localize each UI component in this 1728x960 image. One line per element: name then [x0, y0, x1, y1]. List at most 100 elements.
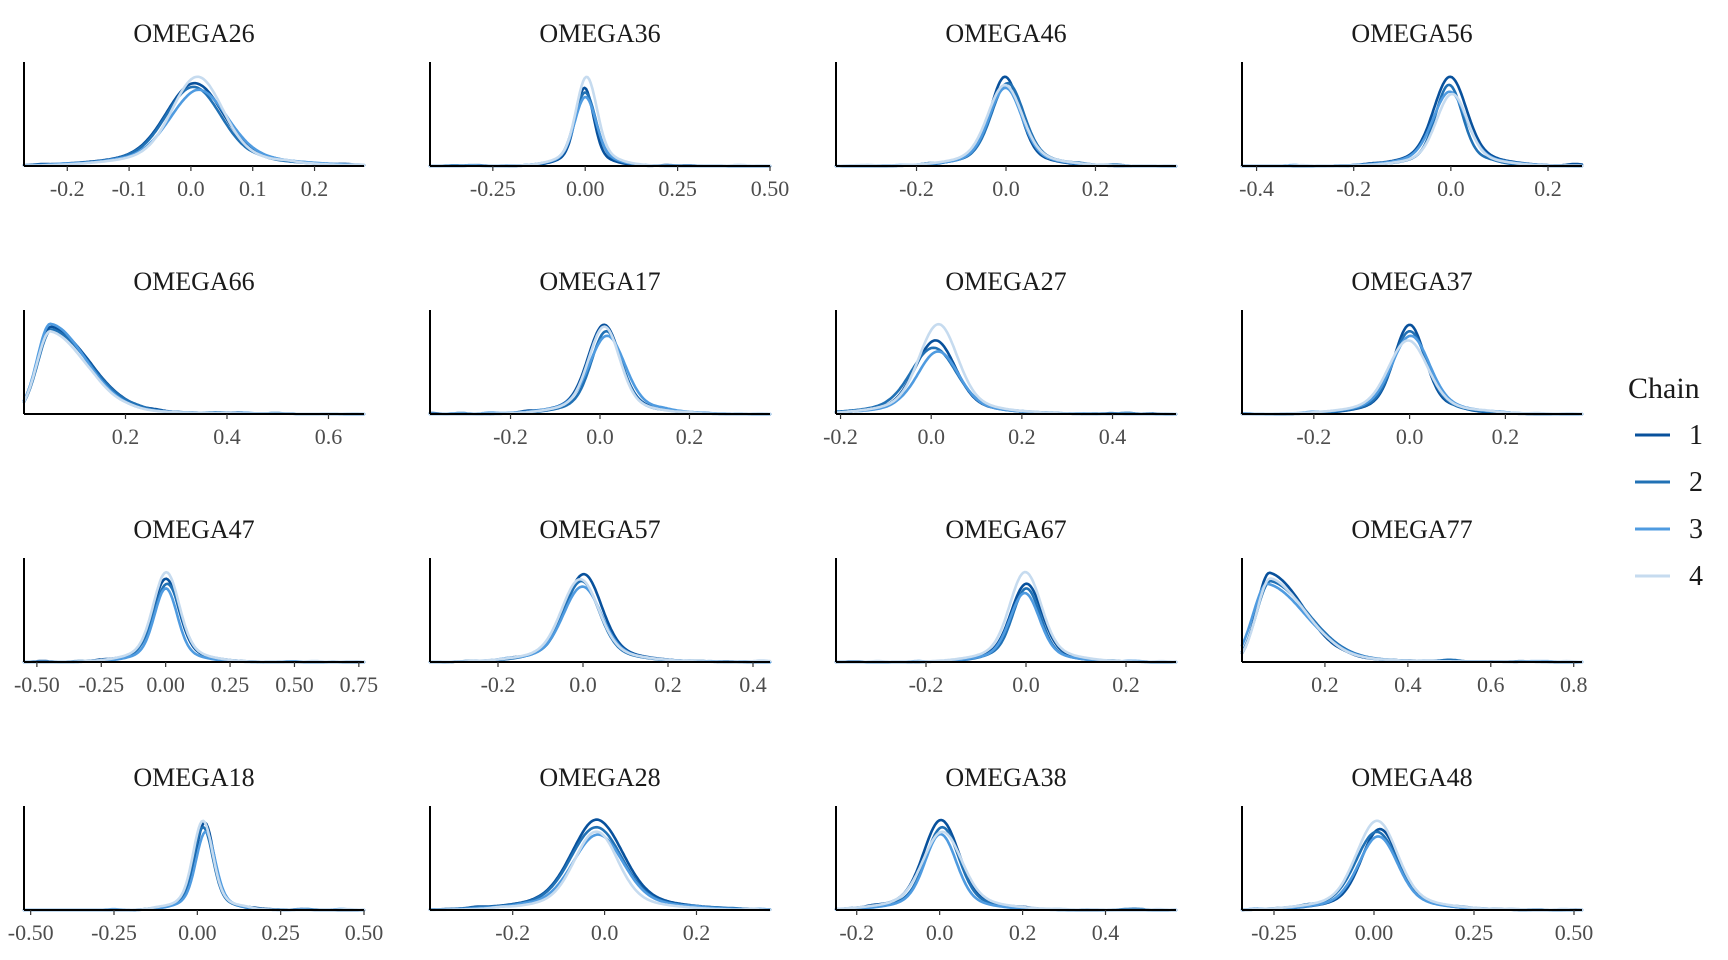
density-omega48-chain-4	[1240, 819, 1584, 912]
x-tick-label-omega67: 0.0	[1012, 672, 1040, 697]
x-tick-label-omega46: 0.2	[1082, 176, 1110, 201]
panel-omega67: OMEGA67 -0.2 0.0 0.2	[834, 515, 1178, 697]
density-omega57-chain-1	[428, 572, 772, 664]
density-omega28-chain-4	[428, 830, 772, 912]
panel-title-omega17: OMEGA17	[539, 267, 660, 296]
panel-title-omega28: OMEGA28	[539, 763, 660, 792]
density-omega38-chain-3	[834, 832, 1178, 912]
x-tick-label-omega18: -0.50	[8, 920, 54, 945]
panel-omega48: OMEGA48 -0.25 0.00 0.25 0.50	[1240, 763, 1593, 945]
legend-label-chain-3: 3	[1689, 514, 1703, 545]
density-omega28-chain-2	[428, 825, 772, 911]
x-tick-label-omega26: 0.1	[239, 176, 267, 201]
panel-title-omega37: OMEGA37	[1351, 267, 1472, 296]
x-tick-label-omega27: 0.0	[917, 424, 945, 449]
density-omega36-chain-3	[428, 95, 772, 168]
panel-omega28: OMEGA28 -0.2 0.0 0.2	[428, 763, 772, 945]
density-omega26-chain-4	[22, 75, 366, 167]
x-tick-label-omega56: 0.2	[1534, 176, 1562, 201]
density-omega17-chain-3	[428, 334, 772, 416]
x-tick-label-omega28: 0.0	[591, 920, 619, 945]
x-tick-label-omega56: -0.4	[1239, 176, 1274, 201]
density-omega27-chain-1	[834, 339, 1178, 416]
x-tick-label-omega46: -0.2	[899, 176, 934, 201]
density-omega26-chain-3	[22, 88, 366, 167]
x-tick-label-omega57: 0.2	[654, 672, 682, 697]
density-omega46-chain-3	[834, 86, 1178, 168]
x-tick-label-omega28: -0.2	[495, 920, 530, 945]
x-tick-label-omega77: 0.6	[1477, 672, 1505, 697]
density-omega57-chain-2	[428, 579, 772, 664]
density-omega36-chain-2	[428, 91, 772, 168]
x-tick-label-omega77: 0.8	[1560, 672, 1588, 697]
density-omega56-chain-1	[1240, 75, 1584, 168]
legend-label-chain-1: 1	[1689, 420, 1703, 451]
x-tick-label-omega48: 0.00	[1355, 920, 1394, 945]
chain-legend: Chain 1 2 3 4	[1628, 372, 1703, 592]
x-tick-label-omega66: 0.2	[112, 424, 140, 449]
panel-omega47: OMEGA47 -0.50 -0.25 0.00 0.25 0.50 0.75	[14, 515, 378, 697]
density-omega37-chain-4	[1240, 339, 1584, 416]
x-tick-label-omega57: 0.0	[569, 672, 597, 697]
x-tick-label-omega47: 0.25	[211, 672, 250, 697]
x-tick-label-omega37: 0.0	[1396, 424, 1424, 449]
x-tick-label-omega26: 0.0	[177, 176, 205, 201]
x-tick-label-omega26: -0.2	[50, 176, 85, 201]
panel-omega36: OMEGA36 -0.25 0.00 0.25 0.50	[428, 19, 790, 201]
panel-title-omega46: OMEGA46	[945, 19, 1066, 48]
x-tick-label-omega47: -0.50	[14, 672, 60, 697]
density-omega38-chain-1	[834, 818, 1178, 912]
density-omega67-chain-1	[834, 582, 1178, 664]
x-tick-label-omega38: 0.0	[926, 920, 954, 945]
panel-title-omega48: OMEGA48	[1351, 763, 1472, 792]
x-tick-label-omega48: -0.25	[1251, 920, 1297, 945]
x-tick-label-omega47: 0.75	[340, 672, 379, 697]
density-omega46-chain-1	[834, 75, 1178, 168]
x-tick-label-omega36: 0.00	[566, 176, 605, 201]
density-omega47-chain-1	[22, 577, 366, 664]
panel-title-omega36: OMEGA36	[539, 19, 660, 48]
density-omega66-chain-1	[22, 325, 366, 416]
x-tick-label-omega36: 0.50	[751, 176, 790, 201]
density-omega67-chain-3	[834, 591, 1178, 664]
panel-omega27: OMEGA27 -0.2 0.0 0.2 0.4	[823, 267, 1178, 449]
x-tick-label-omega67: -0.2	[909, 672, 944, 697]
density-omega46-chain-4	[834, 83, 1178, 168]
panel-omega66: OMEGA66 0.2 0.4 0.6	[22, 267, 366, 449]
x-tick-label-omega57: -0.2	[481, 672, 516, 697]
x-tick-label-omega18: 0.25	[261, 920, 300, 945]
panel-title-omega57: OMEGA57	[539, 515, 660, 544]
density-omega46-chain-2	[834, 81, 1178, 168]
x-tick-label-omega66: 0.6	[315, 424, 343, 449]
x-tick-label-omega17: 0.2	[676, 424, 704, 449]
x-tick-label-omega27: 0.2	[1008, 424, 1036, 449]
x-tick-label-omega37: -0.2	[1296, 424, 1331, 449]
panel-omega46: OMEGA46 -0.2 0.0 0.2	[834, 19, 1178, 201]
x-tick-label-omega48: 0.25	[1455, 920, 1494, 945]
x-tick-label-omega26: 0.2	[301, 176, 329, 201]
density-omega37-chain-1	[1240, 323, 1584, 416]
panel-title-omega26: OMEGA26	[133, 19, 254, 48]
panel-title-omega67: OMEGA67	[945, 515, 1066, 544]
panel-omega77: OMEGA77 0.2 0.4 0.6 0.8	[1240, 515, 1588, 697]
x-tick-label-omega77: 0.2	[1311, 672, 1339, 697]
panel-title-omega18: OMEGA18	[133, 763, 254, 792]
legend-label-chain-4: 4	[1689, 561, 1703, 592]
density-omega77-chain-1	[1240, 571, 1584, 664]
x-tick-label-omega26: -0.1	[112, 176, 147, 201]
x-tick-label-omega37: 0.2	[1492, 424, 1520, 449]
x-tick-label-omega38: 0.4	[1092, 920, 1120, 945]
x-tick-label-omega47: 0.50	[275, 672, 314, 697]
density-omega48-chain-2	[1240, 830, 1584, 912]
x-tick-label-omega38: 0.2	[1009, 920, 1037, 945]
panel-omega18: OMEGA18 -0.50 -0.25 0.00 0.25 0.50	[8, 763, 383, 945]
x-tick-label-omega18: -0.25	[91, 920, 137, 945]
x-tick-label-omega18: 0.00	[178, 920, 217, 945]
legend-items: 1 2 3 4	[1635, 420, 1703, 592]
panel-title-omega66: OMEGA66	[133, 267, 254, 296]
density-omega48-chain-3	[1240, 835, 1584, 912]
density-omega56-chain-3	[1240, 90, 1584, 168]
x-tick-label-omega66: 0.4	[213, 424, 241, 449]
